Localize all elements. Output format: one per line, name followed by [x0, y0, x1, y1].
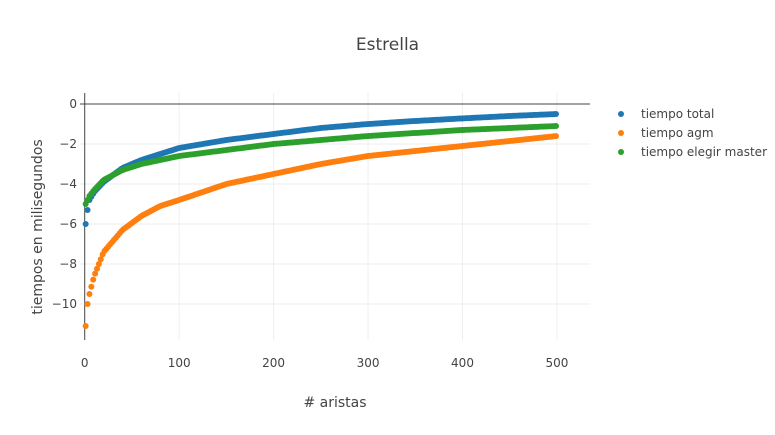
axes	[80, 93, 590, 340]
data-point	[92, 270, 99, 277]
tick-labels: 0 100 200 300 400 500 0 −2 −4 −6 −8 −10	[52, 97, 569, 370]
x-tick-label: 0	[81, 356, 89, 370]
legend-label: tiempo agm	[641, 126, 714, 140]
legend-marker	[618, 149, 624, 155]
x-tick-label: 200	[262, 356, 285, 370]
y-tick-label: 0	[69, 97, 77, 111]
data-point	[553, 133, 559, 140]
data-point	[86, 291, 93, 297]
legend-item[interactable]: tiempo total	[618, 107, 714, 121]
chart-title: Estrella	[356, 35, 419, 55]
data-point	[97, 256, 104, 263]
data-point	[84, 301, 91, 307]
legend-marker	[618, 111, 624, 117]
data-point	[94, 265, 100, 272]
data-point	[88, 283, 95, 290]
data-point	[90, 276, 97, 283]
data-point	[82, 323, 89, 329]
legend-label: tiempo total	[641, 107, 714, 121]
y-tick-label: −8	[59, 257, 77, 271]
data-point	[82, 221, 89, 227]
legend[interactable]: tiempo total tiempo agm tiempo elegir mast…	[618, 107, 767, 159]
data-point	[553, 123, 559, 130]
legend-label: tiempo elegir master	[641, 145, 767, 159]
y-axis-title: tiempos en milisegundos	[30, 139, 46, 314]
legend-item[interactable]: tiempo agm	[618, 126, 714, 140]
y-tick-label: −2	[59, 137, 77, 151]
y-tick-label: −4	[59, 177, 77, 191]
data-point	[95, 261, 102, 267]
data-point	[553, 111, 559, 118]
plot-area	[82, 111, 559, 329]
data-point	[84, 207, 91, 213]
x-tick-label: 400	[451, 356, 474, 370]
series-2	[82, 123, 559, 207]
legend-marker	[618, 130, 624, 136]
series-1	[82, 133, 559, 329]
x-tick-label: 500	[545, 356, 568, 370]
legend-item[interactable]: tiempo elegir master	[618, 145, 767, 159]
x-tick-label: 100	[168, 356, 191, 370]
y-tick-label: −6	[59, 217, 77, 231]
x-tick-label: 300	[357, 356, 380, 370]
x-axis-title: # aristas	[303, 395, 366, 411]
y-tick-label: −10	[52, 297, 77, 311]
